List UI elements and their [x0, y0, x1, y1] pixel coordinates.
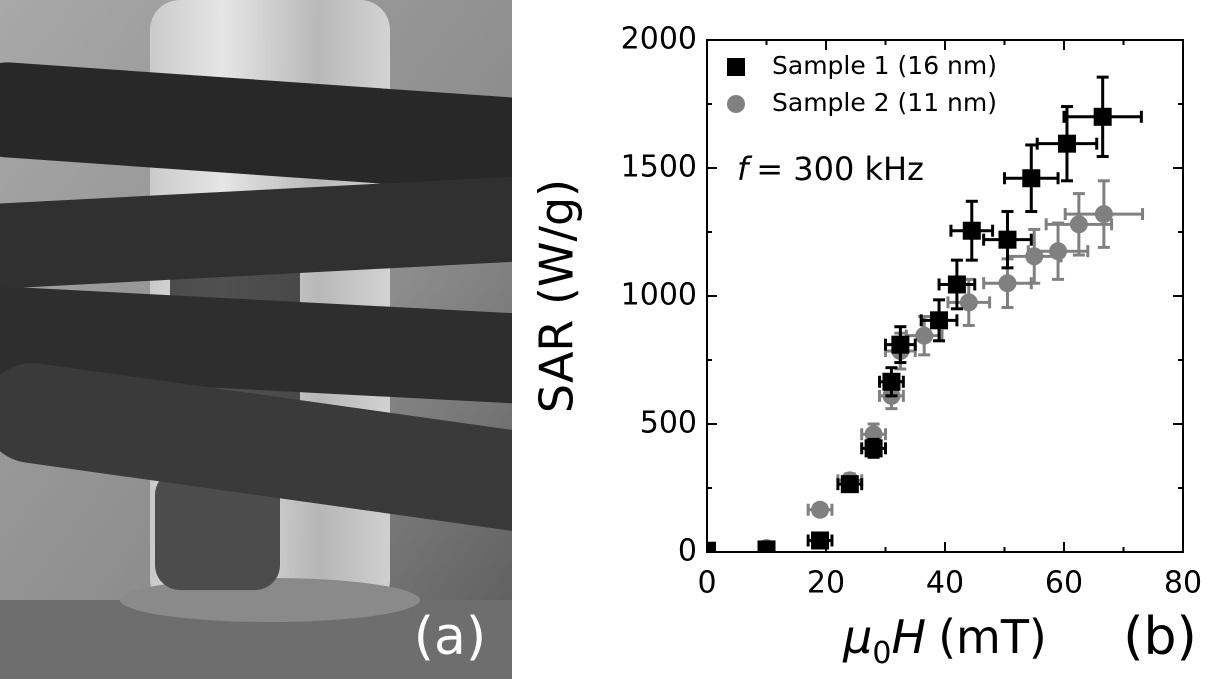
point [811, 500, 830, 519]
point [1057, 134, 1076, 153]
legend-label: Sample 1 (16 nm) [772, 51, 997, 80]
x-tick-label: 40 [926, 566, 964, 601]
x-tick-label: 80 [1164, 566, 1202, 601]
annotation: f = 300 kHz [737, 150, 924, 188]
coil-turn [0, 175, 512, 289]
point [947, 275, 966, 294]
point [959, 293, 978, 312]
legend-marker [727, 58, 745, 76]
x-label-variable: H [891, 610, 926, 664]
point [998, 274, 1017, 293]
y-tick-label: 1000 [621, 278, 697, 313]
chart: 0 20 40 60 80 0 500 1000 1500 2000 Sample 1 (16 nm… [621, 22, 1202, 601]
x-tick-label: 0 [697, 566, 716, 601]
point [891, 335, 910, 354]
point [840, 475, 859, 494]
point [864, 439, 883, 458]
legend-label: Sample 2 (11 nm) [772, 88, 997, 117]
y-tick-label: 500 [640, 406, 697, 441]
x-label-unit: (mT) [938, 610, 1047, 664]
x-label-symbol: μ [842, 610, 872, 664]
panel-label: (a) [414, 607, 486, 667]
coil-turn [0, 62, 512, 195]
x-tick-label: 20 [807, 566, 845, 601]
photo: (a) [0, 0, 512, 679]
point [757, 540, 776, 552]
point [962, 221, 981, 240]
point [882, 372, 901, 391]
point [915, 326, 934, 345]
point [707, 541, 716, 552]
point [1093, 107, 1112, 126]
y-tick-label: 1500 [621, 150, 697, 185]
y-tick-label: 0 [678, 534, 697, 569]
legend-marker [727, 95, 745, 113]
y-tick-label: 2000 [621, 22, 697, 57]
point [1049, 242, 1068, 261]
sample-liquid [155, 470, 280, 590]
point [1094, 205, 1113, 224]
x-axis-label: μ0H (mT) [842, 610, 1047, 671]
x-tick-label: 60 [1045, 566, 1083, 601]
point [1069, 215, 1088, 234]
point [930, 311, 949, 330]
x-label-subscript: 0 [872, 636, 891, 671]
point [998, 230, 1017, 249]
point [811, 531, 830, 550]
annotation-text: = 300 kHz [756, 150, 924, 188]
plot-area [707, 75, 1145, 552]
coil-turn [0, 362, 512, 533]
point [1022, 169, 1041, 188]
y-axis-label: SAR (W/g) [530, 179, 584, 413]
annotation-variable: f [737, 150, 753, 188]
panel-label: (b) [1123, 607, 1197, 667]
